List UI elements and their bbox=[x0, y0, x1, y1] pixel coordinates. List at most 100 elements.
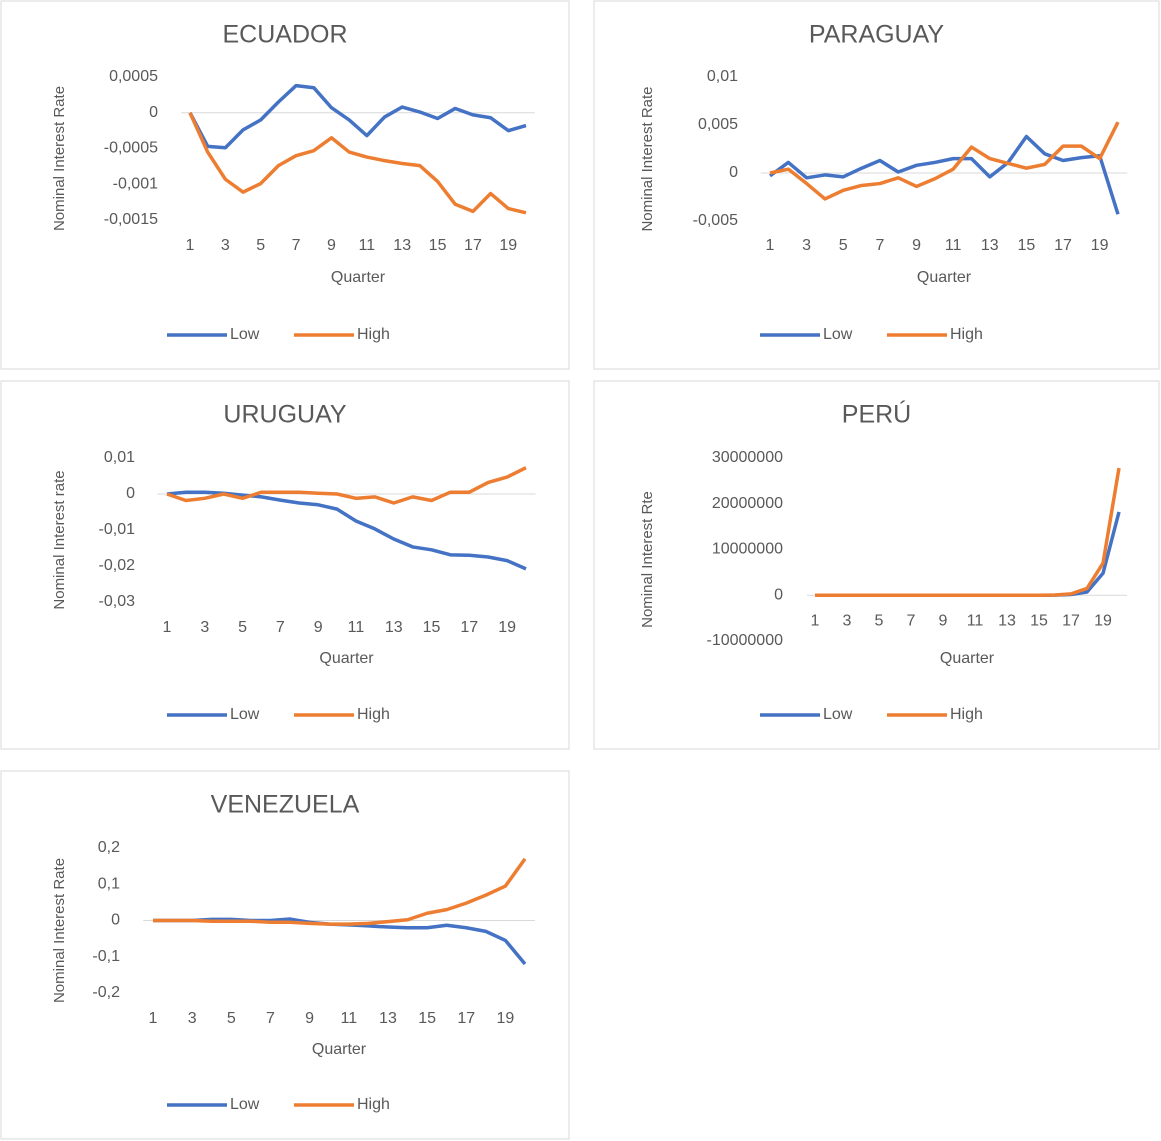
data-line bbox=[153, 857, 527, 926]
y-tick-label: -0,01 bbox=[99, 521, 136, 538]
legend-label: Low bbox=[230, 1096, 260, 1113]
panel-border bbox=[0, 380, 570, 750]
x-tick-label: 19 bbox=[498, 619, 516, 636]
chart-title: VENEZUELA bbox=[211, 791, 360, 819]
x-tick-label: 7 bbox=[276, 619, 285, 636]
x-tick-label: 17 bbox=[457, 1010, 475, 1027]
x-tick-label: 1 bbox=[811, 612, 820, 629]
x-tick-label: 19 bbox=[1094, 612, 1112, 629]
x-tick-label: 5 bbox=[875, 612, 884, 629]
x-tick-label: 13 bbox=[981, 237, 999, 254]
x-tick-label: 9 bbox=[305, 1010, 314, 1027]
panel-border bbox=[0, 0, 570, 370]
legend-label: High bbox=[950, 326, 983, 343]
legend-label: High bbox=[357, 326, 390, 343]
x-tick-label: 7 bbox=[875, 237, 884, 254]
y-axis-title: Nominal Interest rate bbox=[51, 470, 68, 609]
x-axis-title: Quarter bbox=[331, 269, 386, 286]
x-tick-label: 15 bbox=[429, 237, 447, 254]
y-tick-label: 30000000 bbox=[712, 449, 783, 466]
x-tick-label: 19 bbox=[1091, 237, 1109, 254]
x-tick-label: 13 bbox=[379, 1010, 397, 1027]
x-tick-label: 17 bbox=[464, 237, 482, 254]
y-axis-title: Nominal Interest Rate bbox=[51, 86, 68, 231]
y-tick-label: 0,01 bbox=[707, 68, 738, 85]
x-tick-label: 3 bbox=[843, 612, 852, 629]
y-tick-label: 0,01 bbox=[104, 449, 135, 466]
x-tick-label: 7 bbox=[266, 1010, 275, 1027]
y-tick-label: -0,2 bbox=[92, 984, 120, 1001]
legend-label: Low bbox=[230, 326, 260, 343]
x-tick-label: 11 bbox=[967, 612, 984, 629]
x-tick-label: 11 bbox=[348, 619, 365, 636]
x-tick-label: 15 bbox=[1030, 612, 1048, 629]
legend-label: Low bbox=[230, 706, 260, 723]
x-tick-label: 1 bbox=[766, 237, 775, 254]
x-tick-label: 11 bbox=[359, 237, 376, 254]
y-tick-label: -0,03 bbox=[99, 593, 136, 610]
x-tick-label: 3 bbox=[802, 237, 811, 254]
data-line bbox=[188, 112, 527, 215]
y-tick-label: 0,2 bbox=[98, 839, 120, 856]
x-tick-label: 9 bbox=[327, 237, 336, 254]
x-tick-label: 1 bbox=[163, 619, 172, 636]
data-line bbox=[768, 134, 1120, 215]
x-tick-label: 3 bbox=[188, 1010, 197, 1027]
x-axis-title: Quarter bbox=[940, 650, 995, 667]
x-tick-label: 1 bbox=[149, 1010, 158, 1027]
x-tick-label: 17 bbox=[460, 619, 478, 636]
chart-panel: ECUADOR 0,0005 0 -0,0005 -0,001 -0,0015 1 3 5 7 9 1… bbox=[0, 0, 570, 370]
y-tick-label: -0,0005 bbox=[104, 140, 158, 157]
y-tick-label: 0 bbox=[111, 912, 120, 929]
legend-label: High bbox=[357, 1096, 390, 1113]
y-axis-title: Nominal Interest Rte bbox=[639, 491, 656, 628]
y-tick-label: -0,1 bbox=[92, 948, 120, 965]
x-tick-label: 19 bbox=[497, 1010, 515, 1027]
x-tick-label: 13 bbox=[998, 612, 1016, 629]
x-tick-label: 5 bbox=[839, 237, 848, 254]
legend-label: Low bbox=[823, 706, 853, 723]
x-tick-label: 5 bbox=[238, 619, 247, 636]
x-axis-title: Quarter bbox=[319, 650, 374, 667]
x-axis-title: Quarter bbox=[917, 269, 972, 286]
x-tick-label: 9 bbox=[912, 237, 921, 254]
x-tick-label: 9 bbox=[314, 619, 323, 636]
chart-title: PERÚ bbox=[842, 400, 911, 429]
y-tick-label: 0 bbox=[126, 485, 135, 502]
legend-label: Low bbox=[823, 326, 853, 343]
y-tick-label: 0 bbox=[149, 104, 158, 121]
x-tick-label: 19 bbox=[499, 237, 517, 254]
chart-title: URUGUAY bbox=[223, 401, 346, 429]
x-tick-label: 15 bbox=[423, 619, 441, 636]
data-line bbox=[815, 467, 1121, 597]
chart-title: ECUADOR bbox=[222, 21, 347, 49]
y-tick-label: -0,001 bbox=[113, 175, 158, 192]
data-line bbox=[188, 83, 527, 150]
y-tick-label: -10000000 bbox=[706, 632, 783, 649]
legend-label: High bbox=[357, 706, 390, 723]
x-tick-label: 9 bbox=[939, 612, 948, 629]
x-tick-label: 15 bbox=[1018, 237, 1036, 254]
panel-border bbox=[593, 380, 1160, 750]
x-tick-label: 13 bbox=[393, 237, 411, 254]
data-line bbox=[166, 466, 527, 505]
y-tick-label: 0,0005 bbox=[109, 68, 158, 85]
x-tick-label: 11 bbox=[340, 1010, 357, 1027]
x-axis-title: Quarter bbox=[312, 1041, 367, 1058]
x-tick-label: 5 bbox=[256, 237, 265, 254]
y-tick-label: 0 bbox=[774, 586, 783, 603]
y-axis-title: Nominal Interest Rate bbox=[639, 86, 656, 231]
y-tick-label: -0,0015 bbox=[104, 211, 158, 228]
x-tick-label: 3 bbox=[200, 619, 209, 636]
x-tick-label: 17 bbox=[1054, 237, 1072, 254]
data-line bbox=[769, 121, 1120, 201]
x-tick-label: 13 bbox=[385, 619, 403, 636]
x-tick-label: 7 bbox=[292, 237, 301, 254]
x-tick-label: 11 bbox=[945, 237, 962, 254]
y-tick-label: 0 bbox=[729, 164, 738, 181]
